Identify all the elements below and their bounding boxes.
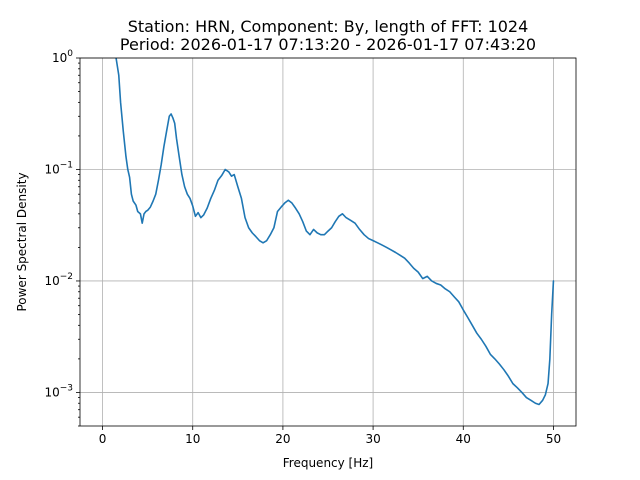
x-tick-label: 50 bbox=[546, 432, 561, 446]
x-axis-label: Frequency [Hz] bbox=[283, 456, 374, 470]
x-tick-label: 30 bbox=[365, 432, 380, 446]
chart-title: Station: HRN, Component: By, length of F… bbox=[128, 17, 529, 36]
chart-subtitle: Period: 2026-01-17 07:13:20 - 2026-01-17… bbox=[120, 35, 536, 54]
axes-frame bbox=[79, 57, 577, 427]
ticks: 0 10 20 30 40 50 10−3 10−2 10−1 100 bbox=[44, 49, 561, 446]
y-tick-label: 10−2 bbox=[44, 272, 73, 288]
series-layer bbox=[115, 58, 555, 406]
x-tick-label: 0 bbox=[99, 432, 107, 446]
psd-series-line bbox=[115, 58, 555, 406]
x-tick-label: 10 bbox=[185, 432, 200, 446]
y-axis-label: Power Spectral Density bbox=[15, 172, 29, 311]
titles: Station: HRN, Component: By, length of F… bbox=[15, 17, 536, 470]
x-tick-label: 20 bbox=[275, 432, 290, 446]
y-tick-label: 10−1 bbox=[44, 160, 73, 176]
y-tick-label: 100 bbox=[52, 49, 73, 65]
x-tick-label: 40 bbox=[456, 432, 471, 446]
y-tick-label: 10−3 bbox=[44, 383, 73, 399]
